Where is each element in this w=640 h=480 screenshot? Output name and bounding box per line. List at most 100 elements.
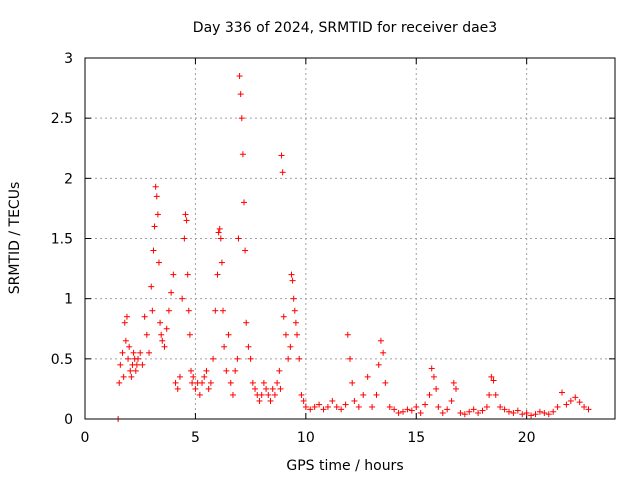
data-point [373,391,380,398]
data-point [155,259,162,266]
data-point [242,247,249,254]
data-point [165,307,172,314]
data-point [311,403,318,410]
data-point [186,331,193,338]
data-point [483,403,490,410]
data-point [263,385,270,392]
data-point [344,331,351,338]
data-point [157,319,164,326]
data-point [149,307,156,314]
data-point [324,403,331,410]
data-point [220,307,227,314]
data-point [117,361,124,368]
data-point [541,409,548,416]
data-point [170,271,177,278]
data-point [120,373,127,380]
data-point [218,259,225,266]
data-point [501,406,508,413]
data-point [433,385,440,392]
x-axis-label: GPS time / hours [286,458,403,474]
data-point [377,337,384,344]
data-point [479,407,486,414]
data-point [289,277,296,284]
data-point [174,385,181,392]
data-point [444,406,451,413]
data-point [252,385,259,392]
data-point [349,379,356,386]
data-point [127,367,134,374]
data-point [148,283,155,290]
data-point [453,385,459,392]
data-point [563,401,570,408]
data-point [126,343,133,350]
data-point [269,385,276,392]
data-point [205,385,212,392]
data-point [422,401,429,408]
data-point [395,409,402,416]
data-point [528,412,535,419]
data-point [121,319,128,326]
data-point [267,397,274,404]
data-point [154,211,161,218]
data-points [115,73,592,422]
data-point [290,295,297,302]
data-point [201,373,208,380]
data-point [153,193,160,200]
data-point [137,349,144,356]
data-point [338,406,345,413]
data-point [227,379,234,386]
data-point [486,391,493,398]
data-point [545,411,552,418]
data-point [294,331,300,338]
data-point [413,403,420,410]
data-point [439,409,446,416]
data-point [457,409,464,416]
data-point [519,411,526,418]
data-point [408,407,415,414]
data-point [302,403,309,410]
data-point [183,217,190,224]
data-point [199,379,206,386]
data-point [559,389,565,396]
data-point [280,313,287,320]
data-point [291,307,298,314]
x-tick-label: 15 [407,430,425,446]
data-point [182,211,189,218]
data-point [466,408,473,415]
data-point [278,152,285,159]
data-point [150,247,157,254]
data-point [347,355,353,362]
data-point [360,391,367,398]
data-point [196,391,203,398]
data-point [285,355,292,362]
x-tick-label: 0 [81,430,90,446]
data-point [329,397,336,404]
data-point [189,379,196,386]
data-point [351,397,358,404]
data-point [229,391,236,398]
data-point [288,271,295,278]
data-point [450,379,457,386]
data-point [271,391,278,398]
data-point [404,406,411,413]
data-point [190,373,197,380]
y-tick-label: 2.5 [51,111,73,127]
y-tick-label: 1.5 [51,232,73,248]
data-point [426,391,433,398]
data-point [576,399,583,406]
data-point [274,379,281,386]
data-point [506,408,512,415]
data-point [122,337,129,344]
data-point [179,295,186,302]
data-point [143,331,150,338]
data-point [369,403,376,410]
y-tick-label: 2 [64,171,73,187]
data-point [400,408,406,415]
data-point [125,355,132,362]
data-point [380,349,387,356]
data-point [260,379,267,386]
data-point [265,391,272,398]
data-point [277,385,284,392]
data-point [225,331,232,338]
